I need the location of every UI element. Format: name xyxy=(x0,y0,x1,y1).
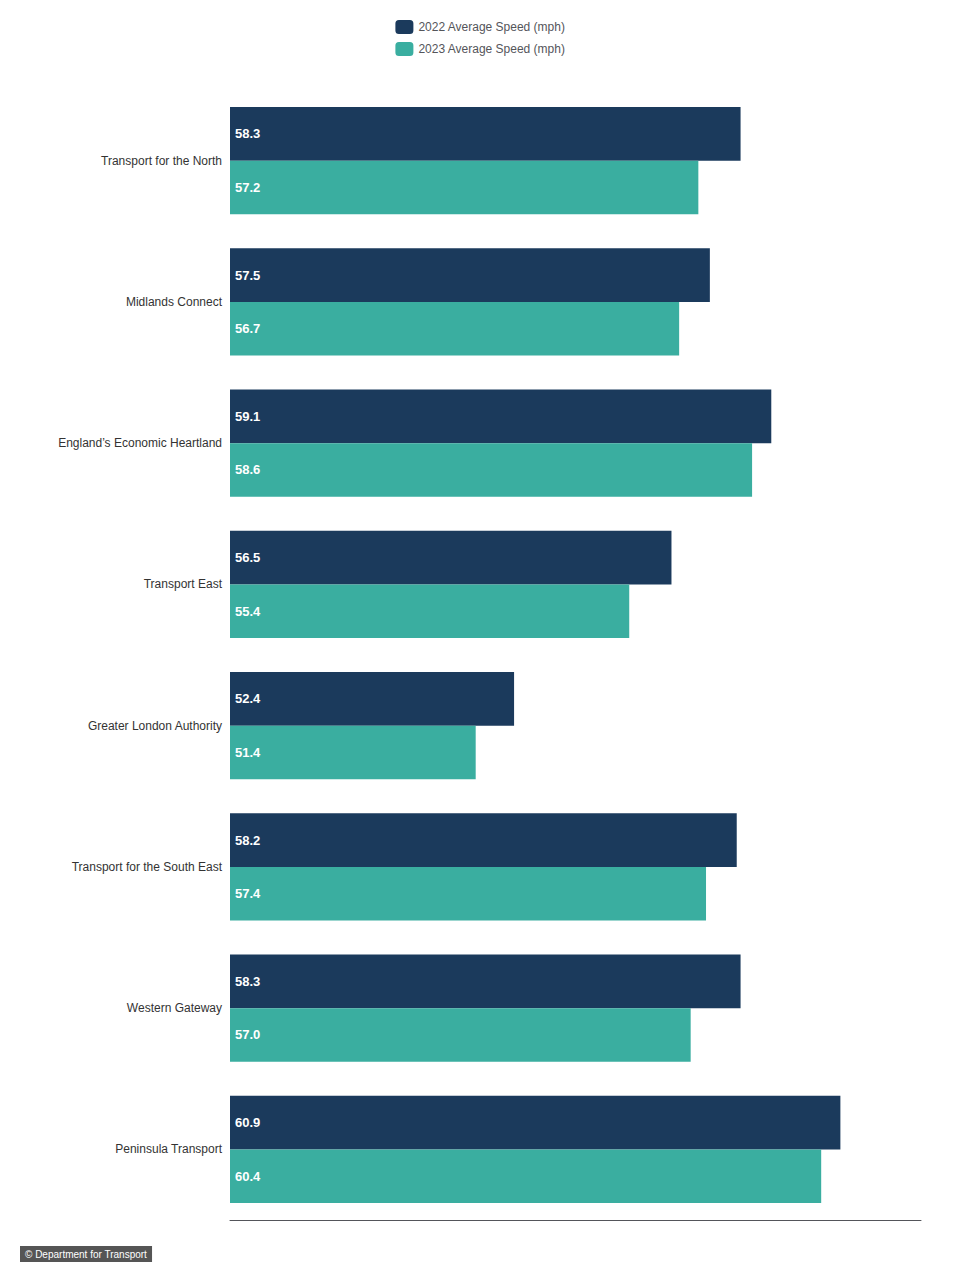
svg-text:Peninsula Transport: Peninsula Transport xyxy=(115,1142,222,1156)
svg-text:58.3: 58.3 xyxy=(235,974,260,989)
svg-text:England’s Economic Heartland: England’s Economic Heartland xyxy=(58,436,222,450)
svg-text:52.4: 52.4 xyxy=(235,691,261,706)
svg-text:55.4: 55.4 xyxy=(235,604,261,619)
svg-text:2023 Average Speed (mph): 2023 Average Speed (mph) xyxy=(418,42,565,56)
svg-text:2022 Average Speed (mph): 2022 Average Speed (mph) xyxy=(418,20,565,34)
svg-text:Midlands Connect: Midlands Connect xyxy=(126,295,223,309)
svg-text:57.0: 57.0 xyxy=(235,1027,260,1042)
svg-text:Transport for the North: Transport for the North xyxy=(101,154,222,168)
svg-text:58.3: 58.3 xyxy=(235,126,260,141)
svg-text:58.2: 58.2 xyxy=(235,833,260,848)
svg-text:56.5: 56.5 xyxy=(235,550,260,565)
svg-text:Greater London Authority: Greater London Authority xyxy=(88,719,222,733)
svg-text:59.1: 59.1 xyxy=(235,409,260,424)
svg-text:60.9: 60.9 xyxy=(235,1115,260,1130)
svg-text:Transport East: Transport East xyxy=(144,577,223,591)
svg-text:57.2: 57.2 xyxy=(235,180,260,195)
svg-text:56.7: 56.7 xyxy=(235,321,260,336)
svg-text:60.4: 60.4 xyxy=(235,1169,261,1184)
svg-text:Western Gateway: Western Gateway xyxy=(127,1001,222,1015)
svg-text:© Department for Transport: © Department for Transport xyxy=(25,1249,147,1260)
svg-text:58.6: 58.6 xyxy=(235,462,260,477)
svg-text:57.5: 57.5 xyxy=(235,268,260,283)
svg-text:51.4: 51.4 xyxy=(235,745,261,760)
svg-text:57.4: 57.4 xyxy=(235,886,261,901)
svg-text:Transport for the South East: Transport for the South East xyxy=(72,860,223,874)
